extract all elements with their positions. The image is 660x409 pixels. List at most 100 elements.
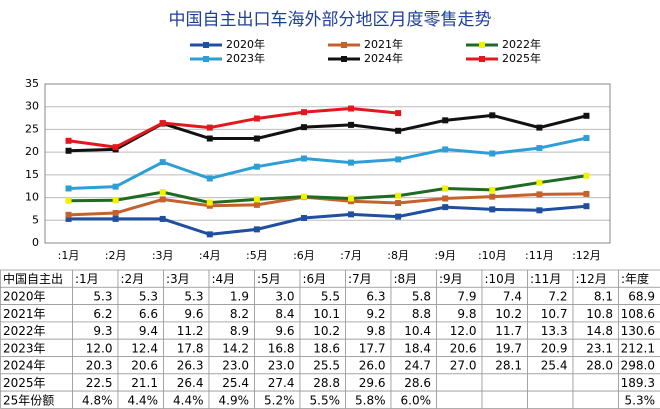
table-text: 27.0 [450, 359, 477, 373]
table-text: 212.1 [621, 341, 655, 355]
table-text: 28.6 [404, 376, 431, 390]
data-point [159, 159, 166, 166]
series-line [68, 192, 587, 217]
table-text: 68.9 [628, 289, 655, 303]
data-point [300, 155, 307, 162]
table-text: 9.2 [366, 307, 385, 321]
table-text: :8月 [394, 272, 418, 286]
data-point [442, 185, 449, 192]
x-tick-label: :1月 [58, 249, 80, 262]
table-text: 8.9 [230, 324, 249, 338]
x-tick-label: :7月 [340, 249, 362, 262]
table-text: 20.6 [131, 359, 158, 373]
table-text: 8.1 [594, 289, 613, 303]
data-point [583, 203, 590, 210]
legend-marker [341, 56, 347, 62]
table-text: 3.0 [275, 289, 294, 303]
data-point [253, 163, 260, 170]
data-point [65, 137, 72, 144]
table-cell [527, 390, 574, 409]
data-point [395, 127, 402, 134]
table-text: 5.5% [310, 393, 341, 407]
table-text: 9.4 [139, 324, 158, 338]
data-point [395, 213, 402, 220]
data-point [395, 156, 402, 163]
legend-marker [203, 42, 209, 48]
x-tick-label: :3月 [152, 249, 174, 262]
table-text: :9月 [439, 272, 463, 286]
data-point [300, 109, 307, 116]
data-point [536, 145, 543, 152]
series-line [68, 107, 399, 149]
table-text: 8.2 [230, 307, 249, 321]
data-point [395, 110, 402, 117]
data-point [348, 159, 355, 166]
data-point [206, 199, 213, 206]
table-text: 11.2 [177, 324, 204, 338]
table-text: 6.0% [401, 393, 432, 407]
table-text: 20.3 [86, 359, 113, 373]
y-tick-label: 5 [32, 213, 39, 226]
table-text: 17.7 [359, 341, 386, 355]
table-text: 4.4% [173, 393, 204, 407]
table-cell [481, 390, 528, 409]
data-point [348, 195, 355, 202]
data-point [489, 186, 496, 193]
data-point [583, 112, 590, 119]
table-text: 24.7 [404, 359, 431, 373]
x-tick-label: :11月 [525, 249, 554, 262]
data-point [300, 193, 307, 200]
table-text: :10月 [485, 272, 516, 286]
series-line [68, 204, 587, 236]
table-text: 10.7 [541, 307, 568, 321]
legend-label: 2024年 [364, 51, 403, 65]
data-point [112, 197, 119, 204]
table-text: 23.0 [222, 359, 249, 373]
table-text: 10.1 [313, 307, 340, 321]
y-tick-label: 30 [25, 100, 39, 113]
x-tick-label: :5月 [246, 249, 268, 262]
data-point [112, 144, 119, 151]
table-text: 11.7 [495, 324, 522, 338]
legend-label: 2025年 [502, 51, 541, 65]
table-text: 2021年 [3, 307, 46, 321]
table-text: 4.8% [82, 393, 113, 407]
data-point [65, 147, 72, 154]
data-point [395, 200, 402, 207]
table-text: 26.0 [359, 359, 386, 373]
legend-marker [479, 42, 485, 48]
table-cell [572, 390, 619, 409]
table-text: 189.3 [621, 376, 655, 390]
data-point [395, 192, 402, 199]
table-text: 20.6 [450, 341, 477, 355]
table-cell [481, 373, 528, 392]
table-text: 20.9 [541, 341, 568, 355]
table-text: 5.8% [355, 393, 386, 407]
table-text: 26.3 [177, 359, 204, 373]
data-point [65, 215, 72, 222]
data-point [348, 105, 355, 112]
table-text: :年度 [621, 271, 649, 286]
data-point [442, 146, 449, 153]
table-text: 22.5 [86, 376, 113, 390]
y-tick-label: 20 [25, 145, 39, 158]
data-point [442, 195, 449, 202]
table-text: 2020年 [3, 289, 46, 303]
y-tick-label: 0 [32, 236, 39, 249]
table-text: 2024年 [3, 359, 46, 373]
table-text: :2月 [121, 272, 145, 286]
y-tick-label: 25 [25, 122, 39, 135]
table-text: 4.9% [219, 393, 250, 407]
table-text: 9.8 [457, 307, 476, 321]
table-text: 10.4 [404, 324, 431, 338]
series-line [68, 174, 587, 205]
legend-label: 2023年 [226, 51, 265, 65]
data-point [112, 210, 119, 217]
table-text: 5.2% [264, 393, 295, 407]
data-point [489, 193, 496, 200]
data-point [536, 207, 543, 214]
table-text: 25年份额 [3, 393, 54, 407]
x-tick-label: :12月 [572, 249, 601, 262]
legend-label: 2021年 [364, 37, 403, 51]
